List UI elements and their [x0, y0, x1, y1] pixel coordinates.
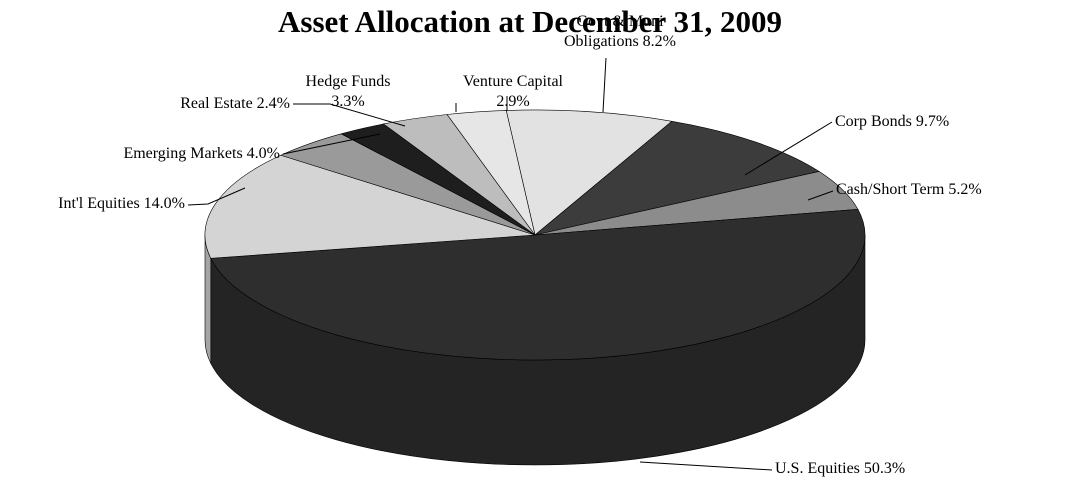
chart-title: Asset Allocation at December 31, 2009 [278, 4, 782, 39]
slice [534, 120, 820, 236]
slice-label: Govt & Muni Obligations 8.2% [545, 12, 695, 52]
value-label: 9.7% [915, 113, 950, 130]
leader-line [744, 121, 833, 176]
category-label: Cash/Short Term [836, 181, 945, 198]
slice-label: Hedge Funds 3.3% [298, 72, 398, 112]
value-label: 2.9% [496, 93, 530, 110]
value-label: 5.2% [948, 181, 982, 198]
slice-label: Int'l Equities 14.0% [58, 194, 185, 214]
leader-line [807, 190, 834, 201]
slice-label: Real Estate 2.4% [180, 94, 290, 114]
slice [446, 110, 536, 236]
slice-label: U.S. Equities 50.3% [775, 459, 905, 479]
value-label: 4.0% [246, 145, 280, 162]
leader-line [639, 461, 773, 471]
category-label: Govt & Muni Obligations [564, 13, 664, 50]
slice [505, 109, 673, 236]
value-label: 50.3% [863, 460, 906, 477]
leader-line [602, 57, 607, 113]
slice-label: Emerging Markets 4.0% [123, 144, 280, 164]
category-label: Corp Bonds [835, 113, 912, 130]
value-label: 3.3% [331, 93, 365, 110]
category-label: Venture Capital [463, 73, 563, 90]
category-label: Int'l Equities [58, 195, 140, 212]
category-label: Emerging Markets [123, 145, 243, 162]
category-label: Real Estate [180, 95, 253, 112]
slice-label: Venture Capital 2.9% [448, 72, 578, 112]
leader-line [187, 187, 246, 206]
value-label: 2.4% [256, 95, 290, 112]
slice [204, 154, 536, 259]
value-label: 8.2% [642, 33, 676, 50]
category-label: Hedge Funds [305, 73, 391, 90]
category-label: U.S. Equities [775, 460, 860, 477]
slice-label: Corp Bonds 9.7% [835, 112, 949, 132]
slice-label: Cash/Short Term 5.2% [836, 180, 982, 200]
leader-line [293, 103, 406, 127]
slice [210, 209, 866, 361]
value-label: 14.0% [143, 195, 185, 212]
leader-line [282, 133, 381, 155]
